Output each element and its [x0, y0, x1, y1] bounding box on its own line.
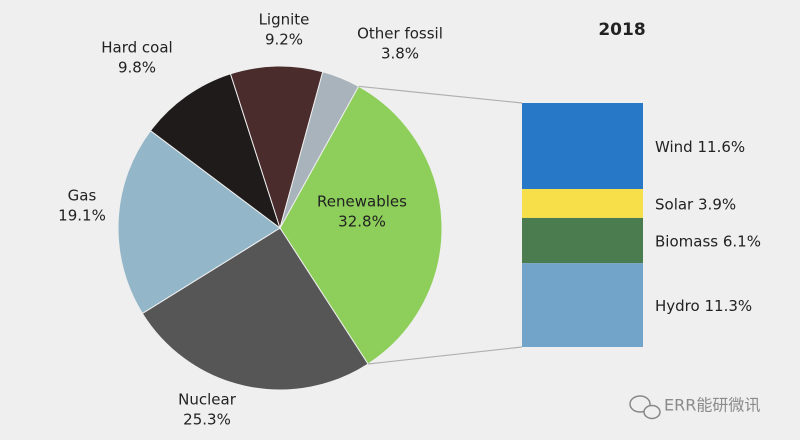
segment-name: Hydro	[655, 297, 700, 315]
bar-segment	[522, 189, 643, 218]
chart-title: 2018	[598, 20, 645, 40]
segment-label: Hydro 11.3%	[655, 297, 752, 315]
slice-value-label: 3.8%	[381, 45, 419, 63]
segment-name: Biomass	[655, 232, 718, 250]
connector-line	[358, 85, 523, 104]
segment-value: 11.6%	[697, 138, 745, 156]
slice-label: Gas	[68, 187, 97, 205]
pie-slice	[149, 73, 281, 230]
pie-slice	[279, 71, 360, 229]
segment-label: Wind 11.6%	[655, 138, 745, 156]
watermark-icon	[629, 395, 661, 420]
slice-value-label: 9.8%	[118, 59, 156, 77]
segment-value: 6.1%	[723, 232, 761, 250]
connector-line	[367, 346, 523, 365]
pie-slice	[141, 227, 369, 391]
slice-label: Hard coal	[101, 39, 172, 57]
pie-slice	[117, 129, 281, 315]
slice-value-label: 25.3%	[183, 411, 231, 429]
slice-value-label: 32.8%	[338, 213, 386, 231]
slice-label: Renewables	[317, 193, 407, 211]
watermark: ERR能研微讯	[664, 396, 760, 415]
bar-segment	[522, 217, 643, 264]
segment-label: Solar 3.9%	[655, 195, 736, 213]
segment-value: 11.3%	[704, 297, 752, 315]
slice-label: Nuclear	[178, 391, 237, 409]
slice-value-label: 19.1%	[58, 207, 106, 225]
slice-value-label: 9.2%	[265, 31, 303, 49]
segment-label: Biomass 6.1%	[655, 232, 761, 250]
bar-segment	[522, 263, 643, 347]
pie-slice	[229, 65, 324, 230]
segment-name: Solar	[655, 195, 694, 213]
segment-name: Wind	[655, 138, 693, 156]
slice-label: Lignite	[259, 11, 310, 29]
segment-value: 3.9%	[698, 195, 736, 213]
slice-label: Other fossil	[357, 25, 443, 43]
bar-segment	[522, 103, 643, 190]
